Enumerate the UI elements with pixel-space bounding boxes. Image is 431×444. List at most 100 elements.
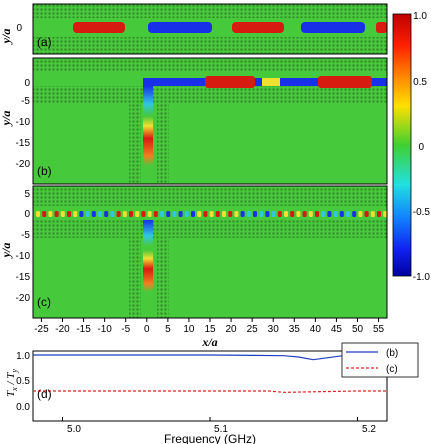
field-dot — [48, 211, 53, 217]
y-axis-label-d: Tx / Ty — [5, 369, 19, 397]
field-dot — [54, 211, 59, 217]
x-tick: 5 — [165, 324, 171, 335]
y-tick: 0 — [16, 23, 22, 34]
x-tick: -25 — [34, 324, 49, 335]
field-dot — [265, 211, 270, 217]
field-dot — [259, 211, 264, 217]
panel-c-bg — [33, 186, 387, 318]
x-ticks: -25 -20 -15 -10 -5 0 5 10 15 20 25 30 35 40 45 50 55 — [34, 318, 385, 335]
field-dot — [284, 211, 288, 217]
y-tick: 0.0 — [16, 402, 30, 413]
x-tick: -20 — [55, 324, 70, 335]
field-dot — [352, 211, 357, 217]
field-stripe — [262, 78, 280, 86]
x-tick: 30 — [268, 324, 280, 335]
y-tick: -15 — [16, 138, 31, 149]
legend-label-c: (c) — [386, 364, 398, 375]
y-axis-label: y/a — [0, 29, 13, 46]
field-dot — [184, 211, 189, 217]
field-dot — [98, 211, 102, 217]
field-dot — [73, 211, 78, 217]
field-dot — [364, 211, 369, 217]
y-tick: -20 — [16, 293, 31, 304]
x-tick: -15 — [76, 324, 91, 335]
panel-b: (b) 0 -5 -10 -15 -20 y/a — [0, 57, 388, 185]
field-dot — [85, 211, 90, 217]
x-tick: 50 — [352, 324, 364, 335]
field-dot — [290, 211, 295, 217]
field-stripe — [232, 22, 284, 33]
field-dot — [358, 211, 363, 217]
field-dot — [339, 211, 344, 217]
field-dot — [228, 211, 233, 217]
field-dot — [222, 211, 226, 217]
field-dot — [172, 211, 177, 217]
field-dot — [36, 211, 40, 217]
field-dot — [321, 211, 326, 217]
y-tick: 0 — [24, 78, 30, 89]
panel-d-frame — [32, 350, 388, 422]
x-tick: 35 — [289, 324, 301, 335]
field-dot — [240, 211, 245, 217]
panel-c: (c) 5 0 -5 -10 -15 -20 y/a -25 -20 -15 -10-… — [0, 185, 388, 349]
field-stripe — [148, 22, 212, 33]
field-dot — [308, 211, 313, 217]
panel-a: (a) 0 y/a — [0, 3, 388, 55]
field-dot — [60, 211, 65, 217]
colorbar-tick: -1.0 — [413, 272, 431, 283]
y-tick: 0.5 — [16, 376, 30, 387]
x-tick: 45 — [331, 324, 343, 335]
field-stripe — [205, 76, 255, 88]
field-dot — [377, 211, 381, 217]
field-stripe — [301, 22, 365, 33]
panel-label-a: (a) — [37, 35, 52, 49]
field-dot — [160, 211, 164, 217]
field-dot — [215, 211, 220, 217]
field-stripe — [143, 116, 153, 166]
field-dot — [191, 211, 195, 217]
field-dot — [333, 211, 338, 217]
field-dot — [271, 211, 276, 217]
x-axis-label: x/a — [201, 335, 217, 349]
y-axis-label: y/a — [0, 111, 13, 128]
y-tick: -15 — [16, 272, 31, 283]
panel-label-c: (c) — [37, 295, 51, 309]
y-tick: -10 — [16, 117, 31, 128]
x-tick: 20 — [226, 324, 238, 335]
x-tick: -10 — [97, 324, 112, 335]
colorbar: 1.0 0.5 0 -0.5 -1.0 — [392, 11, 431, 283]
field-dot — [141, 211, 146, 217]
y-tick: -5 — [21, 96, 30, 107]
colorbar-tick: 0.5 — [413, 77, 427, 88]
colorbar-tick: 1.0 — [413, 11, 427, 22]
legend-label-b: (b) — [386, 348, 398, 359]
field-stripe — [143, 220, 153, 246]
field-stripe — [143, 250, 153, 292]
field-dot — [147, 211, 152, 217]
field-dot — [209, 211, 214, 217]
field-stripe — [73, 22, 125, 33]
field-dot — [67, 211, 71, 217]
x-tick: 5.2 — [362, 424, 376, 435]
x-tick: 55 — [373, 324, 385, 335]
field-dot — [104, 211, 109, 217]
field-dot — [370, 211, 375, 217]
y-tick: 5 — [24, 189, 30, 200]
field-dot — [135, 211, 140, 217]
x-tick: -5 — [121, 324, 130, 335]
field-dot — [277, 211, 282, 217]
field-dot — [296, 211, 301, 217]
field-dot — [129, 211, 133, 217]
x-tick: 25 — [247, 324, 259, 335]
field-dots-row — [36, 211, 388, 217]
colorbar-tick: 0 — [418, 142, 424, 153]
series-line-c — [33, 390, 387, 393]
colorbar-tick: -0.5 — [413, 207, 431, 218]
field-dot — [315, 211, 319, 217]
y-tick: 0 — [24, 209, 30, 220]
x-tick: 5.1 — [214, 424, 228, 435]
field-stripe — [143, 86, 153, 116]
field-dot — [91, 211, 96, 217]
field-dot — [203, 211, 208, 217]
